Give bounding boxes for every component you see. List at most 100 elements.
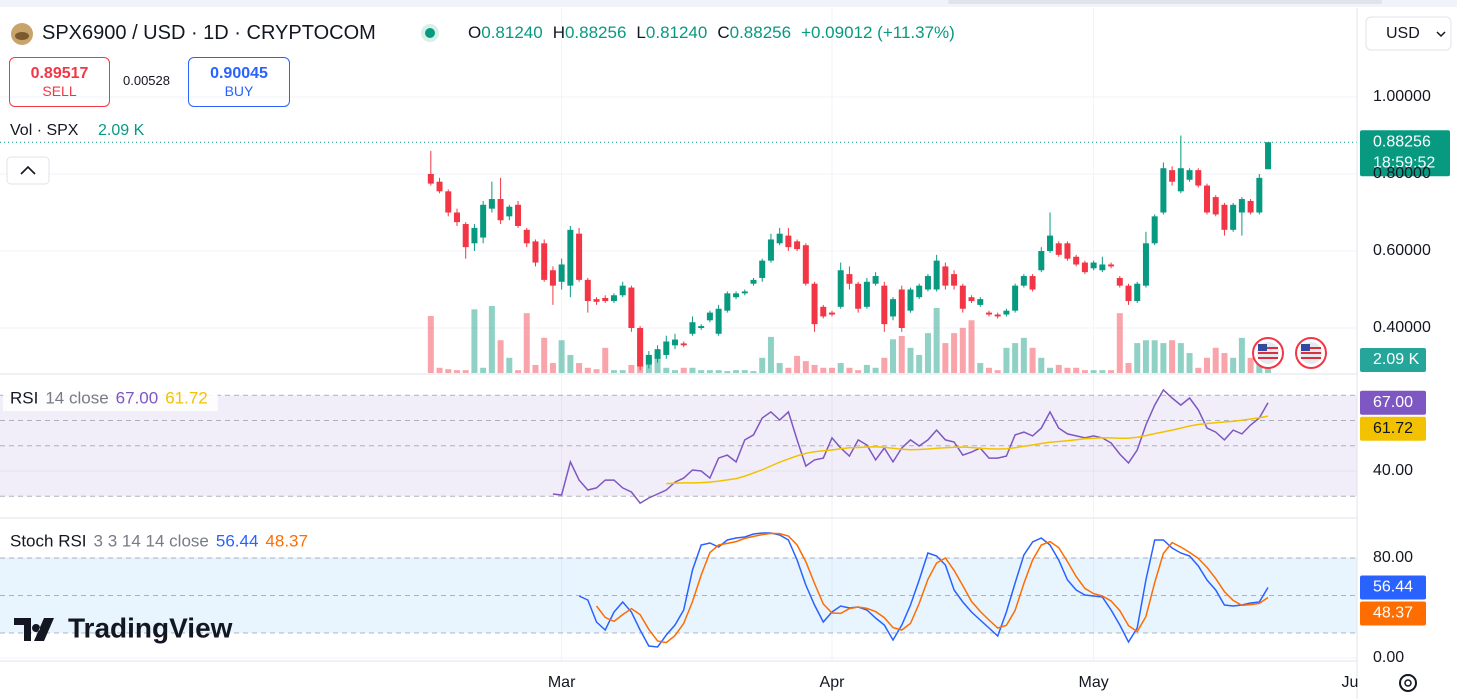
candle-body: [602, 297, 609, 302]
volume-bar: [663, 367, 670, 373]
candle-body: [1134, 283, 1141, 302]
volume-bar: [515, 370, 522, 373]
top-bar: [0, 0, 1457, 7]
ohlc-key: O: [468, 23, 482, 42]
ohlc-key: L: [636, 23, 646, 42]
price-tags: 0.88256 18:59:52 2.09 K 67.00 61.72 56.44 48.3…: [1360, 130, 1450, 626]
indicator-line: [595, 532, 1269, 644]
volume-bar: [427, 316, 434, 373]
indicator-params: 14 close: [45, 388, 108, 407]
volume-bar: [1012, 343, 1019, 373]
volume-bar: [1038, 357, 1045, 373]
volume-bar: [1195, 367, 1202, 373]
volume-bar: [445, 369, 452, 373]
buy-button[interactable]: 0.90045 BUY: [188, 57, 290, 107]
legend-background: [3, 387, 218, 411]
volume-bar: [541, 337, 548, 373]
volume-bar: [558, 340, 565, 373]
sell-price: 0.89517: [30, 65, 89, 82]
spread: 0.00528: [123, 73, 170, 88]
event-flag[interactable]: [1295, 337, 1327, 369]
volume-bar: [872, 367, 879, 373]
sell-button[interactable]: 0.89517 SELL: [9, 57, 110, 107]
candle-body: [453, 212, 460, 223]
volume-bar: [1221, 353, 1228, 373]
volume-bar: [1238, 337, 1245, 373]
candle-body: [1177, 168, 1184, 192]
volume-tag-label: 2.09 K: [1373, 351, 1420, 368]
x-tick-label: Mar: [548, 674, 576, 691]
candle-body: [706, 312, 713, 321]
candle-body: [898, 289, 905, 328]
indicator-value: 48.37: [265, 531, 308, 550]
brand-name[interactable]: TradingView: [68, 612, 233, 643]
market-status-dot: [425, 28, 435, 38]
volume-bar: [698, 370, 705, 373]
candle-body: [985, 312, 992, 315]
volume-bar: [1169, 340, 1176, 373]
candle-body: [497, 199, 504, 221]
candle-body: [872, 276, 879, 284]
volume-bar: [619, 370, 626, 373]
volume-bar: [776, 363, 783, 373]
indicator-tag: [1360, 575, 1426, 600]
indicator-value: 56.44: [216, 531, 259, 550]
indicator-tag-label: 48.37: [1373, 605, 1413, 622]
settings-button[interactable]: [1399, 674, 1417, 692]
candle-body: [855, 283, 862, 309]
volume-bar: [1203, 357, 1210, 373]
volume-bar: [977, 363, 984, 373]
brand-logo[interactable]: [14, 618, 54, 641]
candle-body: [863, 281, 870, 307]
candle-body: [767, 239, 774, 261]
volume-bar: [794, 355, 801, 373]
candle-body: [759, 260, 766, 278]
candle-body: [977, 299, 984, 305]
volume-bar: [1073, 367, 1080, 373]
volume-bar: [951, 333, 958, 373]
volume-bar: [1020, 337, 1027, 373]
collapse-button[interactable]: [6, 156, 50, 185]
last-price-tag: [1360, 130, 1450, 177]
candle-body: [445, 191, 452, 213]
volume-bar: [1108, 370, 1115, 373]
indicator-tag: [1360, 601, 1426, 626]
indicator-tag: [1360, 416, 1426, 441]
candle-body: [968, 297, 975, 302]
volume-bar: [846, 367, 853, 373]
volume-bar: [610, 370, 617, 373]
volume-bar: [471, 309, 478, 373]
y-tick-label: 0.40000: [1373, 319, 1431, 336]
ohlc-key: H: [552, 23, 565, 42]
top-tab: [948, 0, 1382, 4]
candle-body: [645, 354, 652, 365]
y-tick-label: 1.00000: [1373, 88, 1431, 105]
ohlc-key: C: [717, 23, 730, 42]
event-flag[interactable]: [1252, 337, 1284, 369]
volume-bar: [1047, 367, 1054, 373]
volume-bar: [767, 336, 774, 373]
volume-bar: [916, 354, 923, 373]
candle-body: [776, 233, 783, 244]
x-tick-label: Ju: [1342, 674, 1359, 691]
volume-value: 2.09 K: [98, 122, 145, 139]
collapse-icon: [20, 165, 36, 175]
flag-canton: [1258, 344, 1267, 351]
candle-body: [802, 245, 809, 284]
candle-body: [584, 279, 591, 302]
candle-body: [715, 308, 722, 334]
volume-bar: [863, 364, 870, 373]
candle-body: [794, 241, 801, 250]
currency-dropdown[interactable]: [1365, 16, 1452, 51]
candle-body: [724, 293, 731, 311]
volume-bar: [576, 363, 583, 373]
indicator-title: RSI: [10, 388, 38, 407]
volume-bar: [924, 333, 931, 373]
candle-body: [610, 295, 617, 302]
candle-body: [480, 204, 487, 238]
ohlc-value: 0.88256: [564, 23, 627, 42]
indicator-tag: [1360, 390, 1426, 415]
candle-body: [558, 264, 565, 282]
y-tick-label: 0.00: [1373, 649, 1404, 666]
indicator-value: 61.72: [165, 388, 208, 407]
